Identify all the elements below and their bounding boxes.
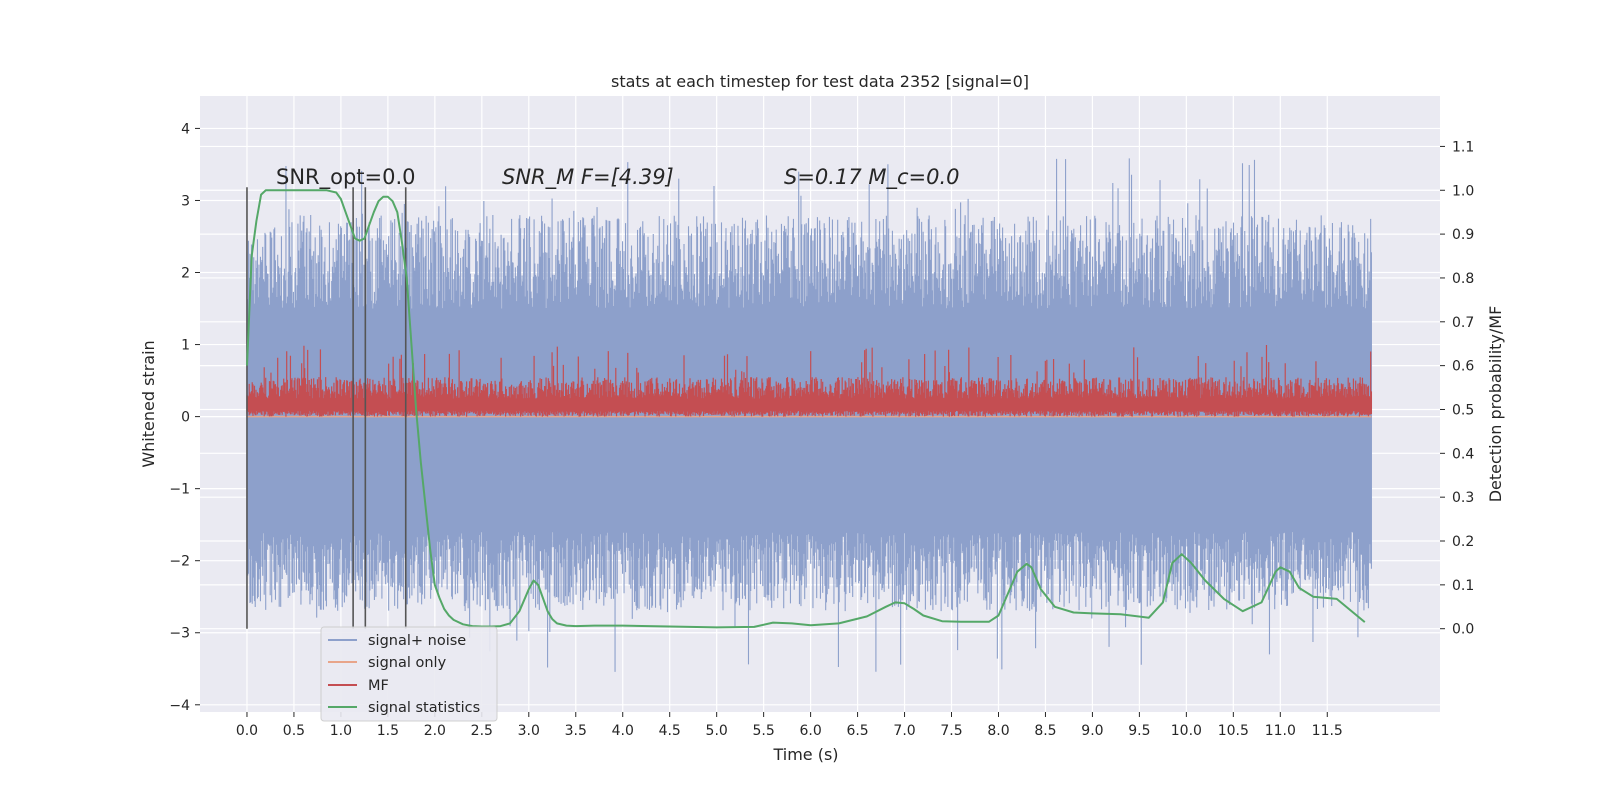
- x-tick-label: 9.0: [1081, 723, 1103, 739]
- y2-tick-label: 0.7: [1452, 315, 1474, 331]
- y2-tick-label: 0.4: [1452, 446, 1474, 462]
- chart-title: stats at each timestep for test data 235…: [611, 72, 1029, 91]
- y2-tick-label: 0.6: [1452, 359, 1474, 375]
- x-tick-label: 6.5: [846, 723, 868, 739]
- y-tick-label: 1: [181, 338, 190, 354]
- x-tick-label: 5.5: [753, 723, 775, 739]
- x-tick-label: 2.5: [471, 723, 493, 739]
- x-axis-label: Time (s): [772, 745, 838, 764]
- x-tick-label: 0.5: [283, 723, 305, 739]
- signal-statistics-line: [246, 189, 1366, 629]
- x-tick-label: 1.0: [330, 723, 352, 739]
- x-tick-label: 11.0: [1265, 723, 1296, 739]
- y2-tick-label: 0.9: [1452, 227, 1474, 243]
- y2-tick-label: 0.3: [1452, 490, 1474, 506]
- legend: signal+ noise signal only MF signal stat…: [320, 626, 498, 722]
- y-tick-label: 4: [181, 121, 190, 137]
- y2-tick-label: 0.5: [1452, 402, 1474, 418]
- y2-tick-label: 0.2: [1452, 534, 1474, 550]
- series-signal-plus-noise: [246, 158, 1372, 672]
- x-tick-label: 2.0: [424, 723, 446, 739]
- y2-axis-ticks: 1.1 1.0 0.9 0.8 0.7 0.6 0.5 0.4 0.3 0.2 0.1 0.0: [1440, 139, 1474, 638]
- y-tick-label: −3: [169, 626, 190, 642]
- y-tick-label: 0: [181, 410, 190, 426]
- y2-tick-label: 1.1: [1452, 139, 1474, 155]
- x-tick-label: 5.0: [706, 723, 728, 739]
- x-tick-label: 7.5: [940, 723, 962, 739]
- x-tick-label: 11.5: [1312, 723, 1343, 739]
- y-tick-label: −2: [169, 554, 190, 570]
- legend-label-signal-statistics: signal statistics: [368, 700, 480, 716]
- x-tick-label: 9.5: [1128, 723, 1150, 739]
- y-tick-label: 3: [181, 193, 190, 209]
- annotation-s-mc: S=0.17 M_c=0.0: [784, 165, 960, 190]
- legend-label-signal-only: signal only: [368, 655, 447, 671]
- legend-box: [320, 626, 498, 722]
- x-tick-label: 4.0: [612, 723, 634, 739]
- y2-tick-label: 0.1: [1452, 578, 1474, 594]
- y-axis-label: Whitened strain: [139, 340, 158, 467]
- series-signal-statistics: [246, 189, 1366, 629]
- y2-axis-label: Detection probability/MF: [1486, 306, 1505, 503]
- x-axis-ticks: 0.0 0.5 1.0 1.5 2.0 2.5 3.0 3.5 4.0 4.5 5.0 5.5 6.0 6…: [236, 712, 1343, 739]
- x-tick-label: 4.5: [659, 723, 681, 739]
- y-tick-label: −4: [169, 698, 190, 714]
- x-tick-label: 3.0: [518, 723, 540, 739]
- y2-tick-label: 1.0: [1452, 183, 1474, 199]
- vertical-markers: [246, 187, 407, 629]
- x-tick-label: 3.5: [565, 723, 587, 739]
- x-tick-label: 6.0: [799, 723, 821, 739]
- x-tick-label: 10.0: [1171, 723, 1202, 739]
- y-tick-label: 2: [181, 266, 190, 282]
- x-tick-label: 8.5: [1034, 723, 1056, 739]
- x-tick-label: 7.0: [893, 723, 915, 739]
- annotation-snr-mf: SNR_M F=[4.39]: [502, 165, 674, 190]
- legend-label-mf: MF: [368, 678, 389, 694]
- x-tick-label: 1.5: [377, 723, 399, 739]
- legend-label-signal-plus-noise: signal+ noise: [368, 633, 466, 649]
- y-tick-label: −1: [169, 482, 190, 498]
- x-tick-label: 0.0: [236, 723, 258, 739]
- x-tick-label: 10.5: [1218, 723, 1249, 739]
- y2-tick-label: 0.8: [1452, 271, 1474, 287]
- y2-tick-label: 0.0: [1452, 622, 1474, 638]
- x-tick-label: 8.0: [987, 723, 1009, 739]
- annotation-snr-opt: SNR_opt=0.0: [276, 165, 416, 190]
- y-axis-ticks: 4 3 2 1 0 −1 −2 −3 −4: [169, 121, 200, 714]
